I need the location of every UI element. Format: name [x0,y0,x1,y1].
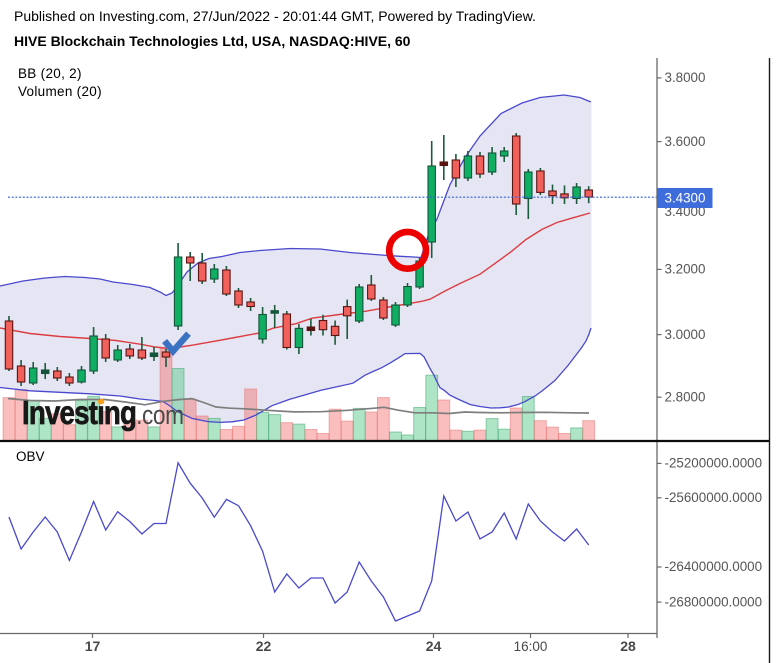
svg-text:-26800000.0000: -26800000.0000 [665,594,763,609]
svg-text:16:00: 16:00 [514,639,548,654]
svg-text:3.6000: 3.6000 [665,134,706,149]
svg-text:17: 17 [85,638,101,654]
svg-text:-25200000.0000: -25200000.0000 [665,456,763,471]
svg-text:24: 24 [426,638,442,654]
svg-text:3.0000: 3.0000 [665,327,706,342]
svg-text:3.2000: 3.2000 [665,262,706,277]
svg-text:2.8000: 2.8000 [665,389,706,404]
svg-text:3.4300: 3.4300 [665,191,706,206]
svg-text:28: 28 [620,638,636,654]
svg-text:-25600000.0000: -25600000.0000 [665,490,763,505]
svg-text:-26400000.0000: -26400000.0000 [665,559,763,574]
svg-text:22: 22 [256,638,272,654]
svg-text:3.8000: 3.8000 [665,70,706,85]
